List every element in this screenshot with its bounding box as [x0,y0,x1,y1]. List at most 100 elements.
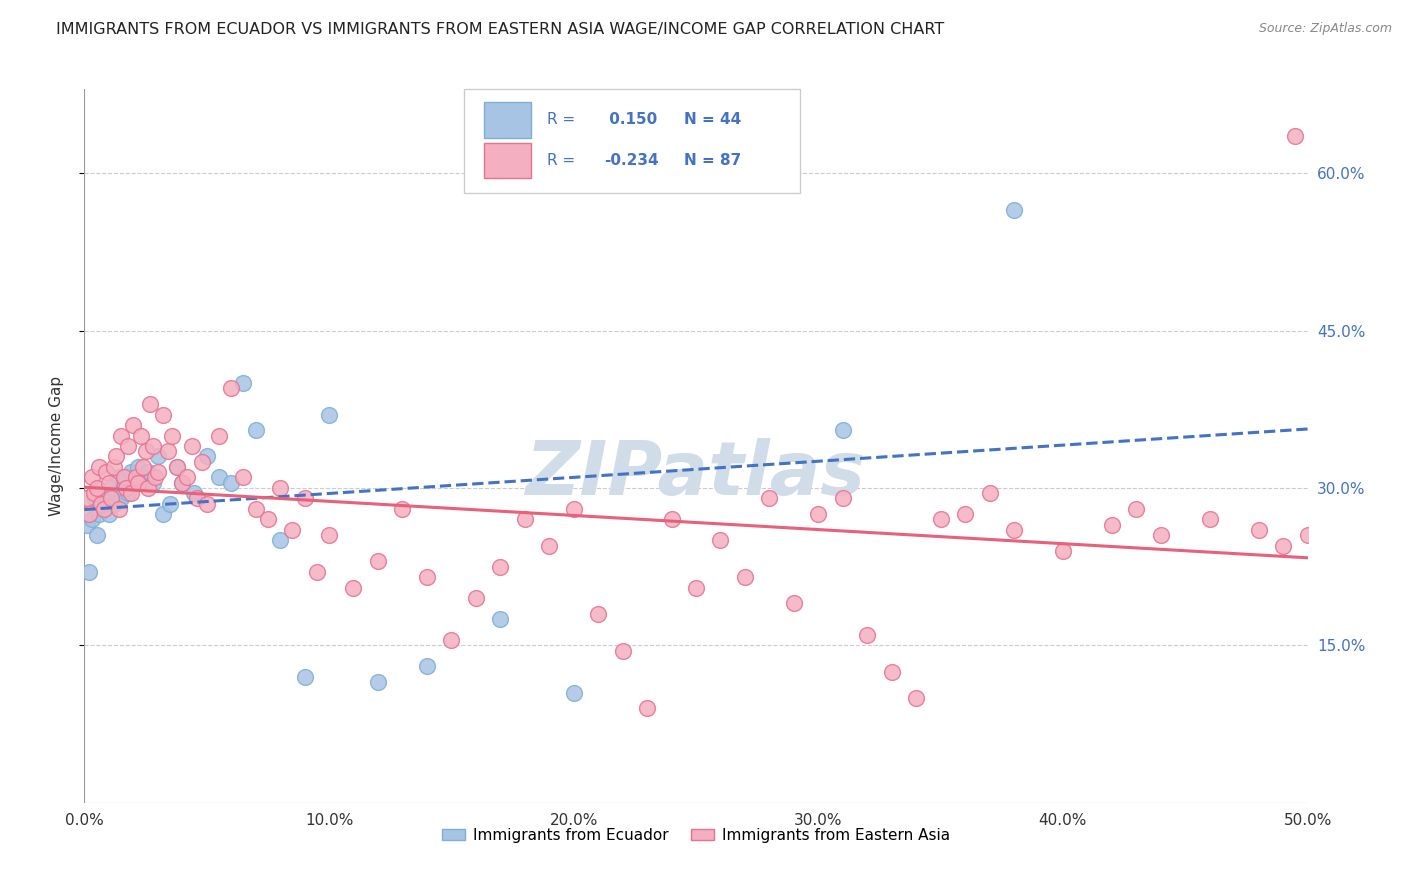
Point [538,539,561,553]
Point [586,607,609,621]
Point [77,507,100,521]
Point [186,491,208,506]
Point [181,439,204,453]
Point [87,460,110,475]
Point [1247,523,1270,537]
Point [120,465,142,479]
Point [318,408,340,422]
Point [127,460,149,475]
Point [93,502,115,516]
Point [156,444,179,458]
Y-axis label: Wage/Income Gap: Wage/Income Gap [49,376,63,516]
Point [90,497,112,511]
Point [176,470,198,484]
Point [105,486,128,500]
Point [219,475,242,490]
Point [1101,517,1123,532]
FancyBboxPatch shape [464,89,800,193]
Point [110,428,132,442]
Point [77,565,100,579]
Text: R =: R = [547,153,579,168]
Point [709,533,731,548]
Point [117,486,139,500]
Point [112,470,135,484]
Point [269,481,291,495]
Point [110,491,132,506]
Point [76,517,98,532]
Point [831,491,853,506]
Point [245,423,267,437]
Point [132,470,155,484]
Point [685,581,707,595]
Point [1150,528,1173,542]
Point [143,470,166,484]
Point [146,465,169,479]
Point [122,417,145,432]
Point [142,475,165,490]
Text: 0.150: 0.150 [605,112,658,128]
Point [1002,202,1025,217]
Point [122,475,145,490]
Point [269,533,291,548]
Point [219,381,242,395]
Point [208,428,231,442]
Point [107,502,129,516]
Point [80,512,103,526]
Point [208,470,231,484]
Text: IMMIGRANTS FROM ECUADOR VS IMMIGRANTS FROM EASTERN ASIA WAGE/INCOME GAP CORRELAT: IMMIGRANTS FROM ECUADOR VS IMMIGRANTS FR… [56,22,945,37]
Point [100,481,122,495]
Point [783,596,806,610]
Point [661,512,683,526]
Point [880,665,903,679]
Point [232,376,254,390]
Point [257,512,280,526]
Point [146,450,169,464]
Point [127,475,149,490]
Text: N = 44: N = 44 [683,112,741,128]
Point [103,460,125,475]
Point [416,570,439,584]
Point [87,507,110,521]
Point [135,444,157,458]
Point [489,559,512,574]
Point [1125,502,1147,516]
Point [172,475,194,490]
Point [136,465,159,479]
Point [100,491,122,506]
Point [562,685,585,699]
Point [83,491,105,506]
Point [305,565,328,579]
Point [929,512,952,526]
Point [195,450,218,464]
Bar [484,102,531,137]
Point [281,523,304,537]
Point [734,570,756,584]
Point [636,701,658,715]
Text: ZIPatlas: ZIPatlas [526,438,866,511]
Point [90,497,112,511]
Point [440,633,463,648]
Point [97,507,120,521]
Point [93,502,115,516]
Text: Source: ZipAtlas.com: Source: ZipAtlas.com [1258,22,1392,36]
Point [391,502,413,516]
Text: -0.234: -0.234 [605,153,659,168]
Point [807,507,830,521]
Point [367,675,389,690]
Point [142,439,165,453]
Bar [484,143,531,178]
Point [464,591,486,606]
Point [294,670,316,684]
Point [1052,544,1074,558]
Point [166,460,188,475]
Point [125,470,148,484]
Point [612,643,634,657]
Point [1198,512,1220,526]
Point [117,439,139,453]
Point [953,507,976,521]
Point [294,491,316,506]
Point [513,512,536,526]
Point [232,470,254,484]
Text: N = 87: N = 87 [683,153,741,168]
Point [758,491,780,506]
